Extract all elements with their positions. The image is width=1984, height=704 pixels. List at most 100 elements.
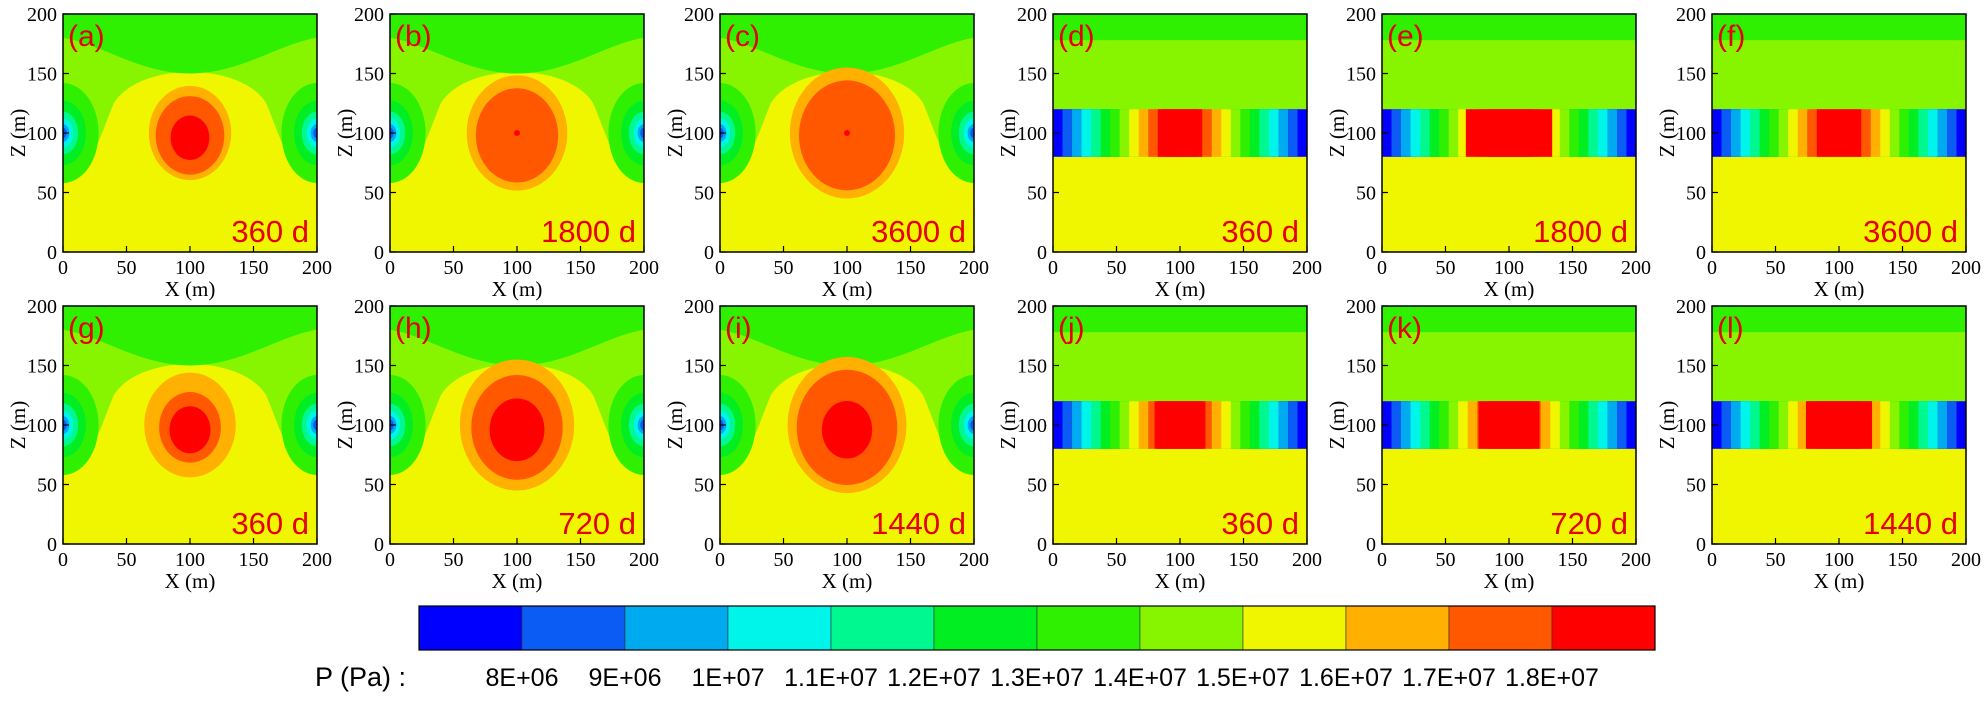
y-tick-label: 100 [354, 123, 384, 145]
colorbar-swatch [1345, 605, 1450, 651]
well-ring [313, 419, 317, 431]
y-tick-label: 50 [364, 475, 384, 497]
y-tick-label: 200 [1346, 296, 1376, 318]
injection-point [514, 130, 520, 136]
x-axis-title: X (m) [1814, 569, 1865, 593]
x-tick-label: 0 [1377, 549, 1387, 571]
x-tick-label: 200 [302, 257, 332, 279]
time-label: 360 d [231, 214, 309, 249]
y-tick-label: 150 [684, 64, 714, 86]
x-tick-label: 50 [1107, 257, 1127, 279]
x-tick-label: 100 [832, 549, 862, 571]
reservoir-band [1816, 109, 1862, 157]
colorbar-tick-label: 8E+06 [486, 664, 559, 692]
y-tick-label: 150 [684, 356, 714, 378]
well-ring [970, 127, 974, 139]
contour-panel-l: 0 50 100 150 200 0 50 100 150 200 X (m) Z (m) (l) 144… [1655, 296, 1981, 593]
x-tick-label: 150 [239, 549, 269, 571]
time-label: 1440 d [1863, 506, 1958, 541]
injection-point [844, 422, 850, 428]
colorbar-swatch [1036, 605, 1141, 651]
colorbar-swatch [1139, 605, 1244, 651]
time-label: 720 d [1550, 506, 1628, 541]
y-tick-label: 0 [704, 242, 714, 264]
panel-id-label: (l) [1717, 312, 1744, 345]
x-tick-label: 200 [1621, 257, 1651, 279]
y-tick-label: 150 [27, 64, 57, 86]
x-tick-label: 0 [58, 549, 68, 571]
x-axis-title: X (m) [1155, 277, 1206, 301]
x-axis-title: X (m) [165, 277, 216, 301]
y-axis-title: Z (m) [6, 109, 30, 157]
y-tick-label: 200 [1017, 296, 1047, 318]
x-tick-label: 0 [1707, 549, 1717, 571]
contour-field [1712, 306, 1966, 544]
y-tick-label: 200 [354, 296, 384, 318]
panel-id-label: (g) [68, 312, 105, 345]
contour-panel-a: 0 50 100 150 200 0 50 100 150 200 X (m) Z (m) (a) 360… [6, 4, 332, 301]
x-tick-label: 150 [1558, 549, 1588, 571]
x-tick-label: 100 [1165, 257, 1195, 279]
colorbar-tick-label: 1.8E+07 [1505, 664, 1599, 692]
plume-ring [169, 406, 211, 454]
panel-id-label: (h) [395, 312, 432, 345]
y-tick-label: 50 [37, 475, 57, 497]
x-tick-label: 100 [1494, 549, 1524, 571]
colorbar: 8E+06 9E+06 1E+07 1.1E+07 1.2E+07 1.3E+07 1.4E… [315, 605, 1656, 692]
y-tick-label: 150 [1676, 356, 1706, 378]
contour-field [63, 306, 317, 544]
y-axis-title: Z (m) [333, 401, 357, 449]
colorbar-tick-label: 1.3E+07 [990, 664, 1084, 692]
colorbar-tick-label: 1.5E+07 [1196, 664, 1290, 692]
contour-panel-c: 0 50 100 150 200 0 50 100 150 200 X (m) Z (m) (c) 360… [663, 4, 989, 301]
contour-panel-j: 0 50 100 150 200 0 50 100 150 200 X (m) Z (m) (j) 360… [996, 296, 1322, 593]
y-tick-label: 0 [1037, 534, 1047, 556]
colorbar-swatch [727, 605, 832, 651]
x-tick-label: 0 [715, 257, 725, 279]
y-tick-label: 200 [27, 296, 57, 318]
x-axis-title: X (m) [165, 569, 216, 593]
time-label: 720 d [558, 506, 636, 541]
x-axis-title: X (m) [1814, 277, 1865, 301]
y-tick-label: 150 [1017, 64, 1047, 86]
y-axis-title: Z (m) [663, 109, 687, 157]
panel-id-label: (i) [725, 312, 752, 345]
colorbar-swatch [830, 605, 935, 651]
pressure-band [390, 306, 644, 330]
y-tick-label: 50 [1027, 183, 1047, 205]
x-tick-label: 50 [774, 257, 794, 279]
time-label: 360 d [231, 506, 309, 541]
x-tick-label: 50 [1766, 549, 1786, 571]
x-tick-label: 0 [1048, 257, 1058, 279]
injection-point [187, 130, 193, 136]
contour-field [63, 14, 317, 252]
y-tick-label: 0 [704, 534, 714, 556]
contour-panel-d: 0 50 100 150 200 0 50 100 150 200 X (m) Z (m) (d) 360… [996, 4, 1322, 301]
contour-field [1053, 306, 1307, 544]
colorbar-tick-label: 1.1E+07 [784, 664, 878, 692]
colorbar-swatch [521, 605, 626, 651]
colorbar-tick-label: 1E+07 [692, 664, 765, 692]
x-tick-label: 50 [117, 549, 137, 571]
contour-field [720, 14, 974, 252]
y-tick-label: 0 [1037, 242, 1047, 264]
colorbar-swatch [1551, 605, 1656, 651]
contour-field [1382, 14, 1636, 252]
time-label: 1800 d [1533, 214, 1628, 249]
y-axis-title: Z (m) [6, 401, 30, 449]
x-tick-label: 150 [566, 257, 596, 279]
y-tick-label: 0 [374, 534, 384, 556]
x-axis-title: X (m) [822, 569, 873, 593]
x-tick-label: 150 [1229, 257, 1259, 279]
plume-ring [170, 115, 210, 161]
plume-core [1162, 109, 1198, 157]
colorbar-tick-label: 1.4E+07 [1093, 664, 1187, 692]
x-tick-label: 150 [1888, 257, 1918, 279]
x-tick-label: 0 [58, 257, 68, 279]
y-axis-title: Z (m) [1325, 109, 1349, 157]
contour-field [390, 306, 644, 544]
y-tick-label: 0 [374, 242, 384, 264]
contour-panel-e: 0 50 100 150 200 0 50 100 150 200 X (m) Z (m) (e) 180… [1325, 4, 1651, 301]
pressure-band [390, 329, 644, 366]
